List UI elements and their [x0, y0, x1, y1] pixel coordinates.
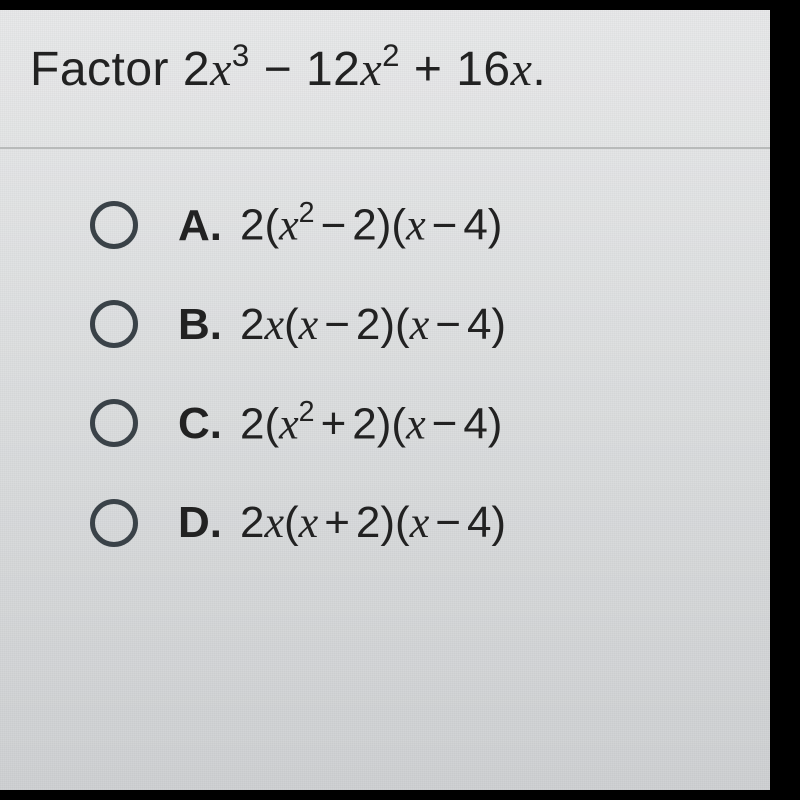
question-expression: 2x3 − 12x2 + 16x. [183, 43, 546, 96]
option-a[interactable]: A. 2(x2−2)(x−4) [90, 199, 740, 251]
option-d-expression: 2x(x+2)(x−4) [240, 497, 506, 548]
option-c-expression: 2(x2+2)(x−4) [240, 398, 502, 450]
option-a-expression: 2(x2−2)(x−4) [240, 199, 502, 251]
option-d-letter: D. [178, 498, 222, 548]
radio-c[interactable] [90, 399, 138, 447]
option-b[interactable]: B. 2x(x−2)(x−4) [90, 299, 740, 350]
outer-frame: Factor 2x3 − 12x2 + 16x. A. 2(x2−2)(x−4)… [0, 0, 800, 800]
option-b-label: B. 2x(x−2)(x−4) [178, 299, 506, 350]
question-prefix: Factor [30, 43, 183, 96]
option-b-expression: 2x(x−2)(x−4) [240, 299, 506, 350]
option-c[interactable]: C. 2(x2+2)(x−4) [90, 398, 740, 450]
option-d[interactable]: D. 2x(x+2)(x−4) [90, 497, 740, 548]
quiz-panel: Factor 2x3 − 12x2 + 16x. A. 2(x2−2)(x−4)… [0, 10, 770, 790]
radio-b[interactable] [90, 300, 138, 348]
radio-a[interactable] [90, 201, 138, 249]
question-area: Factor 2x3 − 12x2 + 16x. [0, 10, 770, 137]
question-text: Factor 2x3 − 12x2 + 16x. [30, 40, 740, 97]
options-area: A. 2(x2−2)(x−4) B. 2x(x−2)(x−4) C. 2(x2+… [0, 199, 770, 548]
option-a-label: A. 2(x2−2)(x−4) [178, 199, 502, 251]
option-d-label: D. 2x(x+2)(x−4) [178, 497, 506, 548]
radio-d[interactable] [90, 499, 138, 547]
divider [0, 147, 770, 149]
option-a-letter: A. [178, 201, 222, 251]
option-c-label: C. 2(x2+2)(x−4) [178, 398, 502, 450]
option-b-letter: B. [178, 300, 222, 350]
option-c-letter: C. [178, 399, 222, 449]
